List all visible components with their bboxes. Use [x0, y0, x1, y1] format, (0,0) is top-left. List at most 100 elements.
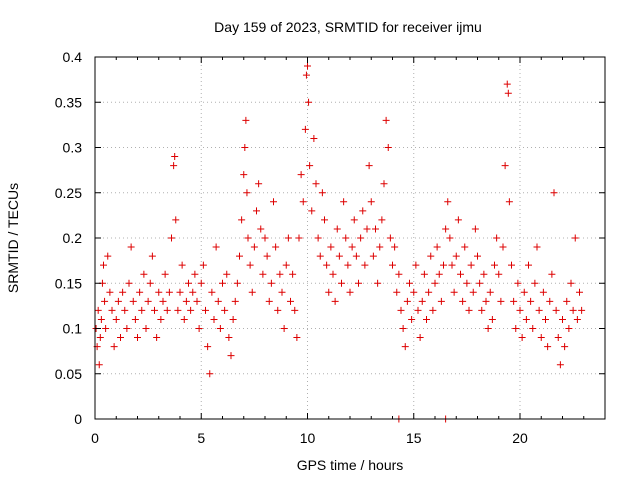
- data-point: [270, 198, 277, 206]
- data-point: [559, 315, 566, 323]
- data-point: [263, 252, 271, 260]
- data-point: [255, 180, 263, 188]
- data-point: [123, 325, 131, 332]
- data-point: [331, 297, 339, 305]
- data-point: [193, 297, 201, 305]
- data-point: [514, 279, 522, 287]
- data-point: [136, 288, 144, 296]
- data-point: [304, 62, 311, 70]
- data-point: [236, 252, 243, 260]
- data-point: [476, 279, 484, 287]
- data-point: [329, 270, 337, 278]
- data-point: [253, 207, 260, 215]
- data-point: [355, 279, 362, 287]
- data-point: [180, 315, 188, 323]
- data-point: [378, 216, 386, 224]
- data-point: [291, 306, 299, 314]
- data-point: [338, 279, 345, 287]
- data-point: [480, 270, 488, 278]
- data-point: [284, 234, 292, 242]
- x-tick-label: 5: [197, 430, 205, 446]
- data-point: [410, 288, 418, 296]
- data-point: [386, 234, 394, 242]
- data-point: [401, 343, 409, 351]
- data-point: [357, 234, 365, 242]
- data-point: [202, 306, 209, 314]
- data-point: [171, 153, 179, 161]
- data-point: [112, 315, 120, 323]
- data-point: [446, 234, 454, 242]
- data-point: [444, 198, 452, 206]
- data-point: [346, 288, 354, 296]
- data-point: [429, 306, 437, 314]
- data-point: [335, 252, 343, 260]
- data-point: [399, 325, 407, 332]
- data-point: [495, 270, 503, 278]
- data-point: [138, 306, 146, 314]
- data-point: [233, 279, 241, 287]
- data-point: [140, 270, 148, 278]
- data-point: [504, 89, 512, 97]
- data-point: [463, 279, 471, 287]
- data-point: [243, 189, 251, 197]
- grid-layer: [95, 57, 605, 419]
- data-point: [280, 325, 288, 332]
- data-point: [448, 261, 456, 269]
- data-point: [437, 297, 445, 305]
- data-point: [274, 306, 282, 314]
- data-point: [352, 252, 360, 260]
- x-tick-label: 0: [91, 430, 99, 446]
- data-point: [241, 144, 249, 151]
- data-point: [153, 334, 161, 342]
- data-point: [265, 297, 273, 305]
- data-point: [221, 306, 229, 314]
- data-point: [157, 315, 165, 323]
- data-point: [318, 189, 326, 197]
- data-point: [552, 306, 560, 314]
- data-point: [516, 306, 524, 314]
- data-point: [367, 198, 375, 206]
- y-axis-label: SRMTID / TECUs: [5, 183, 21, 293]
- data-point: [306, 162, 314, 170]
- data-point: [176, 288, 184, 296]
- data-point: [537, 334, 545, 342]
- data-points: [92, 62, 586, 423]
- data-point: [548, 270, 556, 278]
- data-point: [106, 288, 114, 296]
- y-tick-label: 0.4: [63, 49, 83, 65]
- data-point: [350, 216, 358, 224]
- data-point: [242, 116, 250, 124]
- data-point: [501, 162, 509, 170]
- data-point: [380, 180, 388, 188]
- data-point: [365, 162, 373, 170]
- data-point: [191, 270, 199, 278]
- data-point: [544, 343, 552, 351]
- data-point: [550, 189, 558, 197]
- data-point: [104, 252, 112, 260]
- y-tick-label: 0.35: [55, 94, 82, 110]
- data-point: [546, 297, 554, 305]
- data-point: [100, 261, 107, 269]
- data-point: [397, 306, 405, 314]
- data-point: [170, 162, 178, 170]
- data-point: [127, 243, 135, 251]
- data-point: [199, 261, 207, 269]
- data-point: [197, 279, 205, 287]
- data-point: [535, 306, 543, 314]
- data-point: [259, 270, 267, 278]
- data-point: [488, 315, 496, 323]
- data-point: [440, 261, 447, 269]
- y-tick-label: 0.3: [63, 140, 83, 156]
- data-point: [382, 116, 390, 124]
- data-point: [344, 261, 352, 269]
- data-point: [210, 315, 218, 323]
- data-point: [223, 270, 231, 278]
- data-point: [425, 288, 433, 296]
- data-point: [276, 270, 284, 278]
- data-point: [219, 279, 226, 287]
- data-point: [452, 252, 460, 260]
- data-point: [431, 279, 439, 287]
- data-point: [151, 306, 158, 314]
- data-point: [267, 279, 275, 287]
